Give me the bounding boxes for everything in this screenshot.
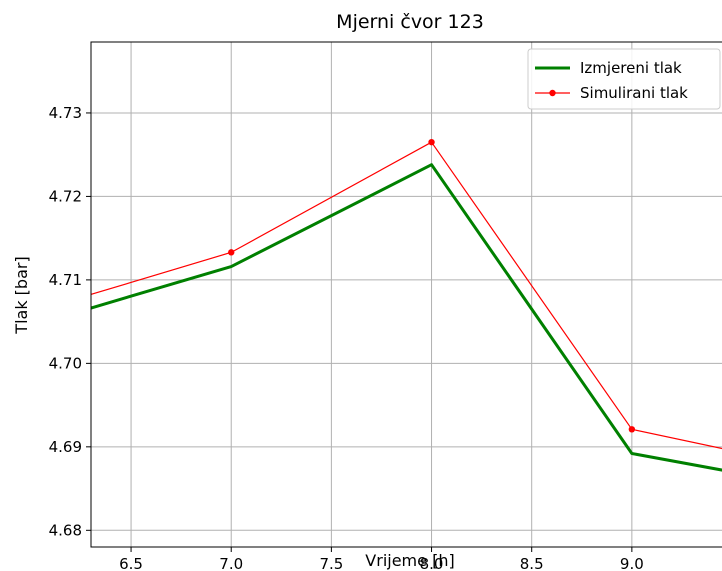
data-point [628,426,636,433]
legend-marker [549,89,556,97]
legend: Izmjereni tlak Simulirani tlak [527,48,721,110]
y-tick-label: 4.68 [49,521,82,539]
plot-frame [90,41,722,548]
data-point [428,138,435,146]
grid [91,42,722,547]
y-tick-label: 4.73 [49,104,82,122]
chart-title: Mjerni čvor 123 [336,11,484,33]
series-line-measured-pressure [91,163,722,472]
x-tick-label: 7.5 [319,555,343,571]
data-point [228,249,235,256]
y-tick-label: 4.72 [49,187,82,205]
legend-label: Simulirani tlak [580,84,688,102]
series-layer [91,138,722,472]
x-tick-label: 8.0 [420,555,444,571]
legend-box [527,48,721,110]
axis-ticks: 6.5 7.0 7.5 8.0 8.5 9.0 4.68 4.69 4.70 4.71 4.72 4.… [49,104,644,571]
x-tick-label: 7.0 [219,555,243,571]
x-tick-label: 8.5 [520,555,544,571]
x-tick-label: 9.0 [620,555,644,571]
legend-label: Izmjereni tlak [580,59,682,77]
y-tick-label: 4.70 [49,354,82,372]
x-tick-label: 6.5 [119,555,143,571]
y-axis-label: Tlak [bar] [12,256,31,334]
y-tick-label: 4.69 [49,438,82,456]
y-tick-label: 4.71 [49,271,82,289]
x-axis-label: Vrijeme [h] [365,551,454,570]
